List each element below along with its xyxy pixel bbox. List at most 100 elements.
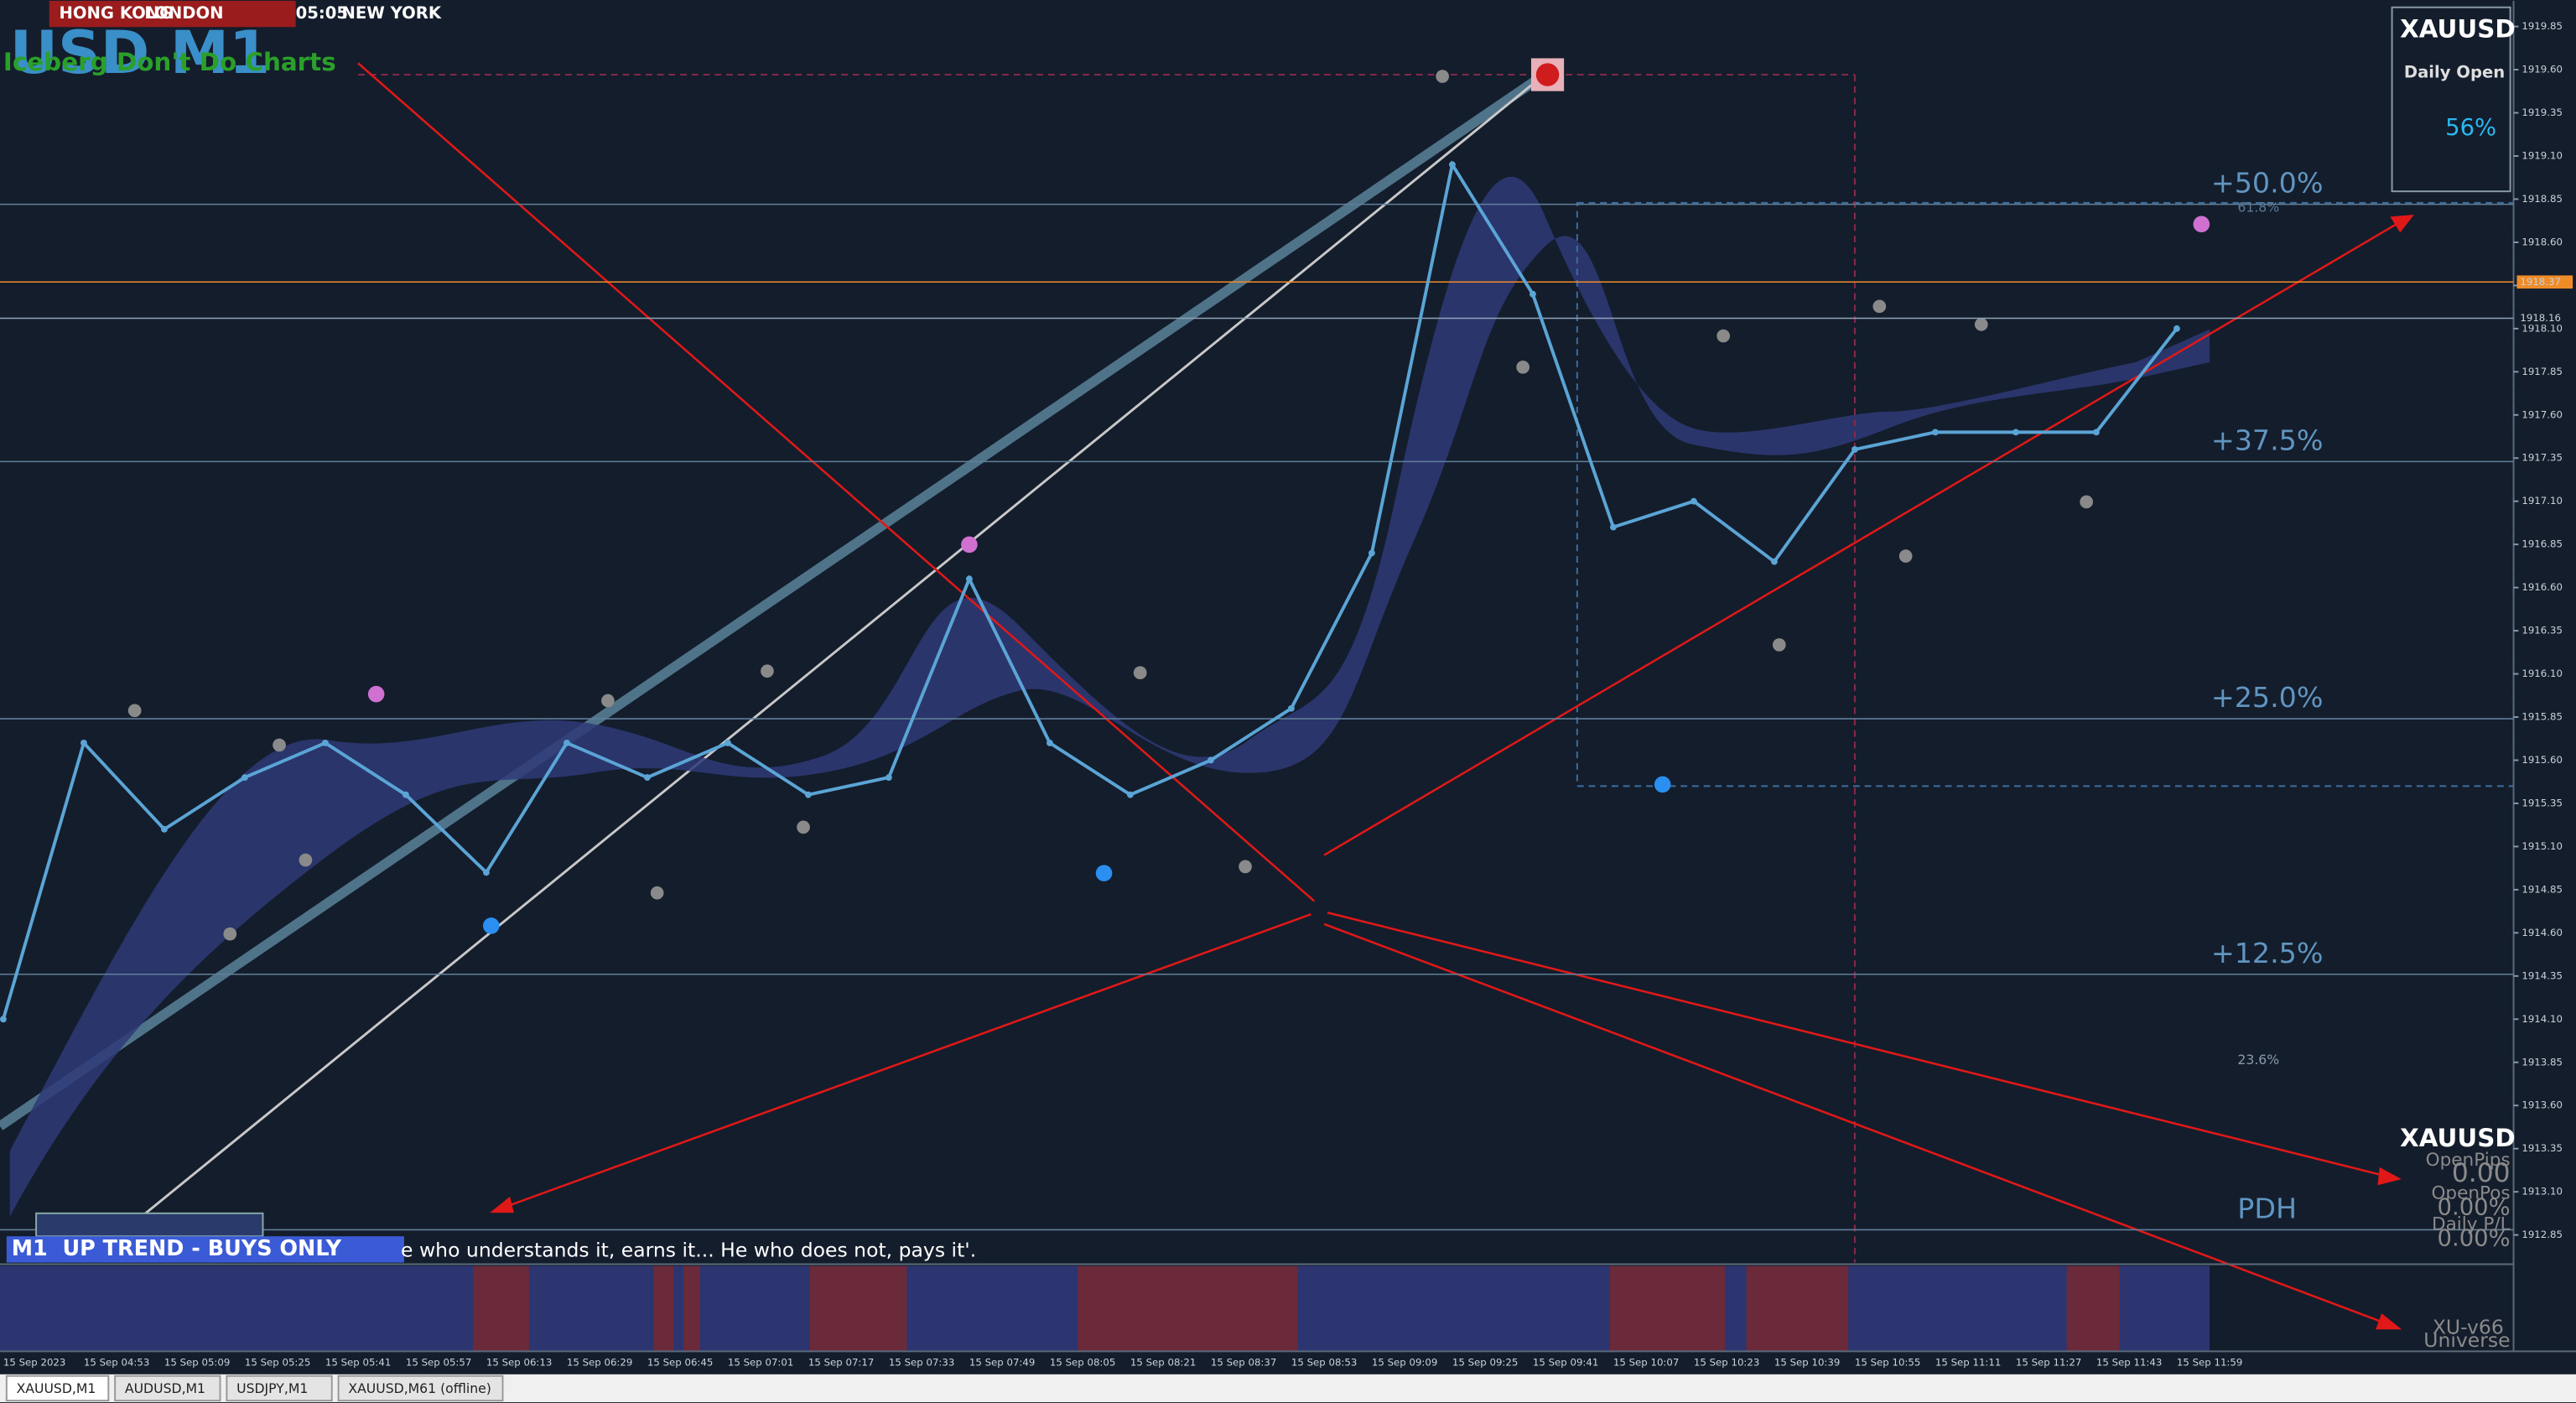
price-point: [242, 774, 248, 782]
x-tick-label: 15 Sep 06:13: [486, 1357, 552, 1369]
price-point: [1046, 739, 1053, 746]
y-tick-label: 1919.35: [2521, 107, 2563, 118]
stats-value: 0.00%: [2438, 1226, 2511, 1252]
x-tick-label: 15 Sep 10:55: [1855, 1357, 1920, 1369]
info-caption: Daily Open: [2404, 63, 2505, 82]
y-tick-label: 1914.85: [2521, 883, 2563, 895]
x-tick-label: 15 Sep 11:43: [2096, 1357, 2162, 1369]
x-tick-label: 15 Sep 10:39: [1774, 1357, 1840, 1369]
arrows: [357, 62, 2414, 1330]
tab-label[interactable]: XAUUSD,M61 (offline): [348, 1380, 491, 1396]
tab[interactable]: [337, 1374, 504, 1402]
y-tick-label: 1913.60: [2521, 1099, 2563, 1111]
price-point: [1449, 161, 1456, 169]
price-point: [1610, 523, 1617, 531]
price-point: [2093, 429, 2100, 436]
x-tick-label: 15 Sep 08:21: [1130, 1357, 1196, 1369]
x-tick-label: 15 Sep 05:41: [325, 1357, 391, 1369]
price-point: [966, 575, 973, 583]
y-tick-label: 1919.60: [2521, 64, 2563, 75]
level-label: +50.0%: [2211, 167, 2324, 200]
y-tick-label: 1917.35: [2521, 452, 2563, 464]
y-tick-label: 1914.10: [2521, 1013, 2563, 1025]
clock-time: 05:05: [296, 3, 348, 23]
y-tick-label: 1919.85: [2521, 20, 2563, 32]
status: M1 UP TREND - BUYS ONLY: [12, 1236, 342, 1261]
quote: e who understands it, earns it... He who…: [401, 1238, 976, 1261]
tabs: XAUUSD,M1 AUDUSD,M1 USDJPY,M1 XAUUSD,M61 (o…: [5, 1374, 504, 1402]
alert-icon: [1535, 63, 1560, 86]
tab-label[interactable]: XAUUSD,M1: [17, 1380, 96, 1396]
stats-label: Daily P/L: [2432, 1214, 2511, 1235]
x-tick-label: 15 Sep 09:09: [1372, 1357, 1437, 1369]
y-tick-label: 1917.85: [2521, 366, 2563, 377]
y-tick-label: 1918.10: [2521, 322, 2563, 334]
price-point: [483, 869, 490, 876]
tab[interactable]: [114, 1374, 221, 1402]
y-tick-label: 1917.10: [2521, 495, 2563, 507]
x-tick-label: 15 Sep 07:17: [808, 1357, 874, 1369]
info-title: XAUUSD: [2400, 15, 2516, 44]
price-point: [80, 739, 87, 746]
price-point: [0, 1016, 7, 1023]
price-point: [805, 791, 812, 798]
plot: 1919.85 1919.60 1919.35 1919.10 1918.85 1918.…: [0, 20, 2573, 1240]
chart-title: USD M1: [10, 18, 270, 87]
price-point: [886, 774, 892, 782]
x-tick-label: 15 Sep 09:25: [1452, 1357, 1518, 1369]
price-point: [1288, 704, 1295, 712]
trend-line: [130, 73, 1545, 1226]
price-point: [1127, 791, 1134, 798]
x-tick-label: 15 Sep 11:59: [2177, 1357, 2242, 1369]
x-tick-label: 15 Sep 08:05: [1050, 1357, 1115, 1369]
stats-value: 0.00%: [2438, 1194, 2511, 1220]
price-point: [1771, 558, 1778, 565]
x-tick-label: 15 Sep 08:37: [1211, 1357, 1276, 1369]
level-label: +25.0%: [2211, 681, 2324, 714]
y-tick-label: 1916.10: [2521, 668, 2563, 679]
price-point: [1690, 497, 1697, 505]
tab-label[interactable]: AUDUSD,M1: [125, 1380, 205, 1396]
y-tick-label: 1916.60: [2521, 581, 2563, 593]
price-point: [2174, 325, 2180, 332]
y-tick-label: 1912.85: [2521, 1229, 2563, 1240]
y-tick-label: 1914.35: [2521, 969, 2563, 981]
tab[interactable]: [226, 1374, 333, 1402]
y-tick-label: 1915.10: [2521, 840, 2563, 852]
y-tick-label: 1917.60: [2521, 408, 2563, 420]
stats-label: OpenPos: [2431, 1182, 2510, 1203]
level-label: PDH: [2237, 1192, 2297, 1224]
price-point: [402, 791, 409, 798]
regime-panel: [0, 1265, 2210, 1352]
stats-footer: Universe: [2423, 1328, 2510, 1352]
x-tick-label: 15 Sep 04:53: [84, 1357, 149, 1369]
x-tick-label: 15 Sep 05:57: [406, 1357, 471, 1369]
y-tick-label: 1916.85: [2521, 538, 2563, 550]
clock-place: NEW YORK: [342, 3, 442, 23]
x-tick-label: 15 Sep 06:45: [647, 1357, 713, 1369]
stats-title: XAUUSD: [2400, 1124, 2516, 1152]
price-label: 1918.37: [2520, 276, 2561, 288]
x-tick-label: 15 Sep 07:49: [969, 1357, 1035, 1369]
price-point: [1530, 290, 1536, 298]
channel-line: [0, 70, 1547, 1130]
y-tick-label: 1918.85: [2521, 193, 2563, 205]
level-label: +12.5%: [2211, 937, 2324, 969]
price-line-series: [2, 160, 2179, 1020]
price-point: [1368, 549, 1375, 557]
y-tick-label: 1914.60: [2521, 927, 2563, 938]
fib-label: 23.6%: [2237, 1052, 2279, 1068]
tab[interactable]: [5, 1374, 110, 1402]
tab-label[interactable]: USDJPY,M1: [236, 1380, 308, 1396]
chart-subtitle: Iceberg Don't Do Charts: [3, 48, 336, 76]
x-tick-label: 15 Sep 2023: [3, 1357, 65, 1369]
price-point: [724, 739, 731, 746]
price-point: [161, 825, 168, 833]
y-tick-label: 1915.35: [2521, 797, 2563, 808]
x-tick-label: 15 Sep 07:33: [889, 1357, 954, 1369]
price-point: [644, 774, 651, 782]
status-box: [6, 1236, 404, 1263]
